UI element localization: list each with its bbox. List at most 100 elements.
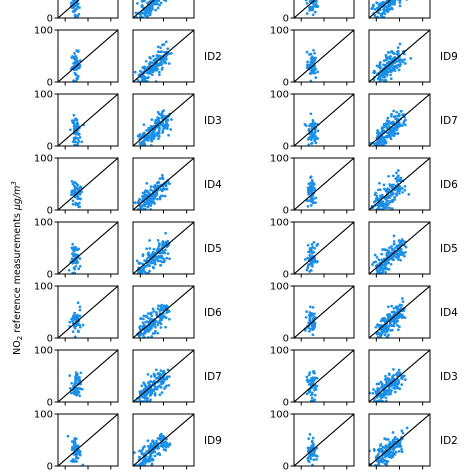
data-point	[397, 243, 400, 247]
data-point	[313, 247, 317, 250]
data-point	[376, 77, 380, 80]
data-point	[369, 391, 372, 395]
data-point	[384, 202, 387, 206]
identity-line	[133, 350, 194, 402]
data-point	[304, 0, 308, 2]
data-point	[387, 252, 391, 255]
data-point	[385, 125, 388, 128]
data-point	[401, 113, 404, 117]
panel-plot-area	[369, 414, 430, 466]
data-point	[74, 72, 77, 76]
data-point	[382, 7, 386, 11]
data-point	[391, 199, 395, 203]
data-point	[158, 50, 162, 54]
y-tick-label: 0	[47, 270, 53, 281]
data-point	[311, 265, 314, 268]
data-point	[392, 254, 396, 257]
data-point	[140, 204, 144, 207]
data-point	[380, 205, 384, 208]
data-point	[391, 438, 395, 442]
data-point	[78, 305, 82, 309]
data-point	[158, 73, 161, 77]
data-point	[75, 7, 78, 11]
data-point	[68, 320, 72, 324]
data-point	[147, 134, 151, 138]
data-point	[307, 143, 311, 146]
data-point	[76, 183, 80, 187]
panel-plot-area	[294, 0, 320, 18]
data-point	[373, 71, 376, 74]
data-point	[139, 317, 142, 321]
panel-plot-area	[133, 94, 194, 146]
data-point	[375, 64, 379, 68]
data-point	[147, 251, 150, 255]
axes-frame	[293, 0, 355, 19]
data-point	[373, 14, 377, 17]
data-point	[385, 10, 389, 13]
data-point	[315, 458, 318, 461]
data-point	[307, 382, 311, 386]
data-point	[403, 58, 406, 61]
identity-line	[58, 0, 80, 18]
data-point	[141, 74, 145, 78]
data-point	[157, 181, 161, 184]
data-point	[402, 309, 405, 313]
data-point	[309, 176, 312, 179]
data-point	[313, 59, 317, 62]
identity-line	[58, 222, 118, 274]
data-point	[398, 441, 402, 445]
panel-plot-area	[294, 350, 354, 402]
data-point	[307, 192, 311, 196]
panel-narrow-g2-r6: 0 100	[270, 282, 355, 345]
y-axis-label: NO2 reference measurements μg/m3	[10, 181, 24, 355]
row-label: ID6	[204, 307, 222, 319]
data-point	[311, 322, 315, 326]
data-point	[395, 110, 399, 114]
data-point	[373, 399, 376, 402]
scatter-panels: 01000100ID20100ID30100ID40100ID50100ID60…	[34, 0, 458, 473]
data-point	[398, 252, 402, 255]
data-point	[397, 239, 401, 242]
data-point	[397, 0, 401, 2]
data-point	[80, 387, 84, 391]
data-point	[396, 50, 399, 54]
data-point	[75, 56, 78, 60]
data-point	[154, 8, 157, 12]
data-point	[307, 263, 310, 266]
data-point	[161, 177, 165, 181]
y-tick-label: 0	[283, 398, 289, 409]
data-point	[151, 439, 155, 443]
identity-line	[58, 350, 118, 402]
data-point	[396, 253, 400, 256]
data-point	[307, 373, 311, 377]
data-point	[380, 202, 383, 206]
data-point	[310, 125, 314, 129]
data-point	[150, 311, 153, 315]
data-point	[371, 392, 375, 395]
data-point	[393, 381, 397, 385]
data-point	[403, 123, 407, 127]
panel-plot-area	[369, 350, 430, 402]
data-point	[72, 136, 76, 140]
identity-line	[294, 222, 354, 274]
data-point	[379, 380, 383, 384]
data-point	[146, 373, 150, 376]
data-point	[392, 248, 396, 252]
data-point	[150, 118, 154, 121]
data-point	[164, 0, 168, 3]
data-point	[73, 122, 76, 126]
data-point	[156, 437, 160, 440]
data-point	[379, 448, 382, 451]
data-point	[143, 445, 146, 448]
panel-plot-area	[294, 414, 354, 466]
data-point	[389, 7, 393, 10]
data-point	[313, 316, 317, 319]
data-point	[148, 247, 152, 250]
data-point	[157, 70, 161, 74]
data-point	[380, 396, 383, 400]
data-point	[79, 197, 82, 201]
data-point	[308, 305, 312, 309]
identity-line	[58, 158, 118, 210]
identity-line	[58, 94, 118, 146]
data-point	[149, 9, 153, 13]
